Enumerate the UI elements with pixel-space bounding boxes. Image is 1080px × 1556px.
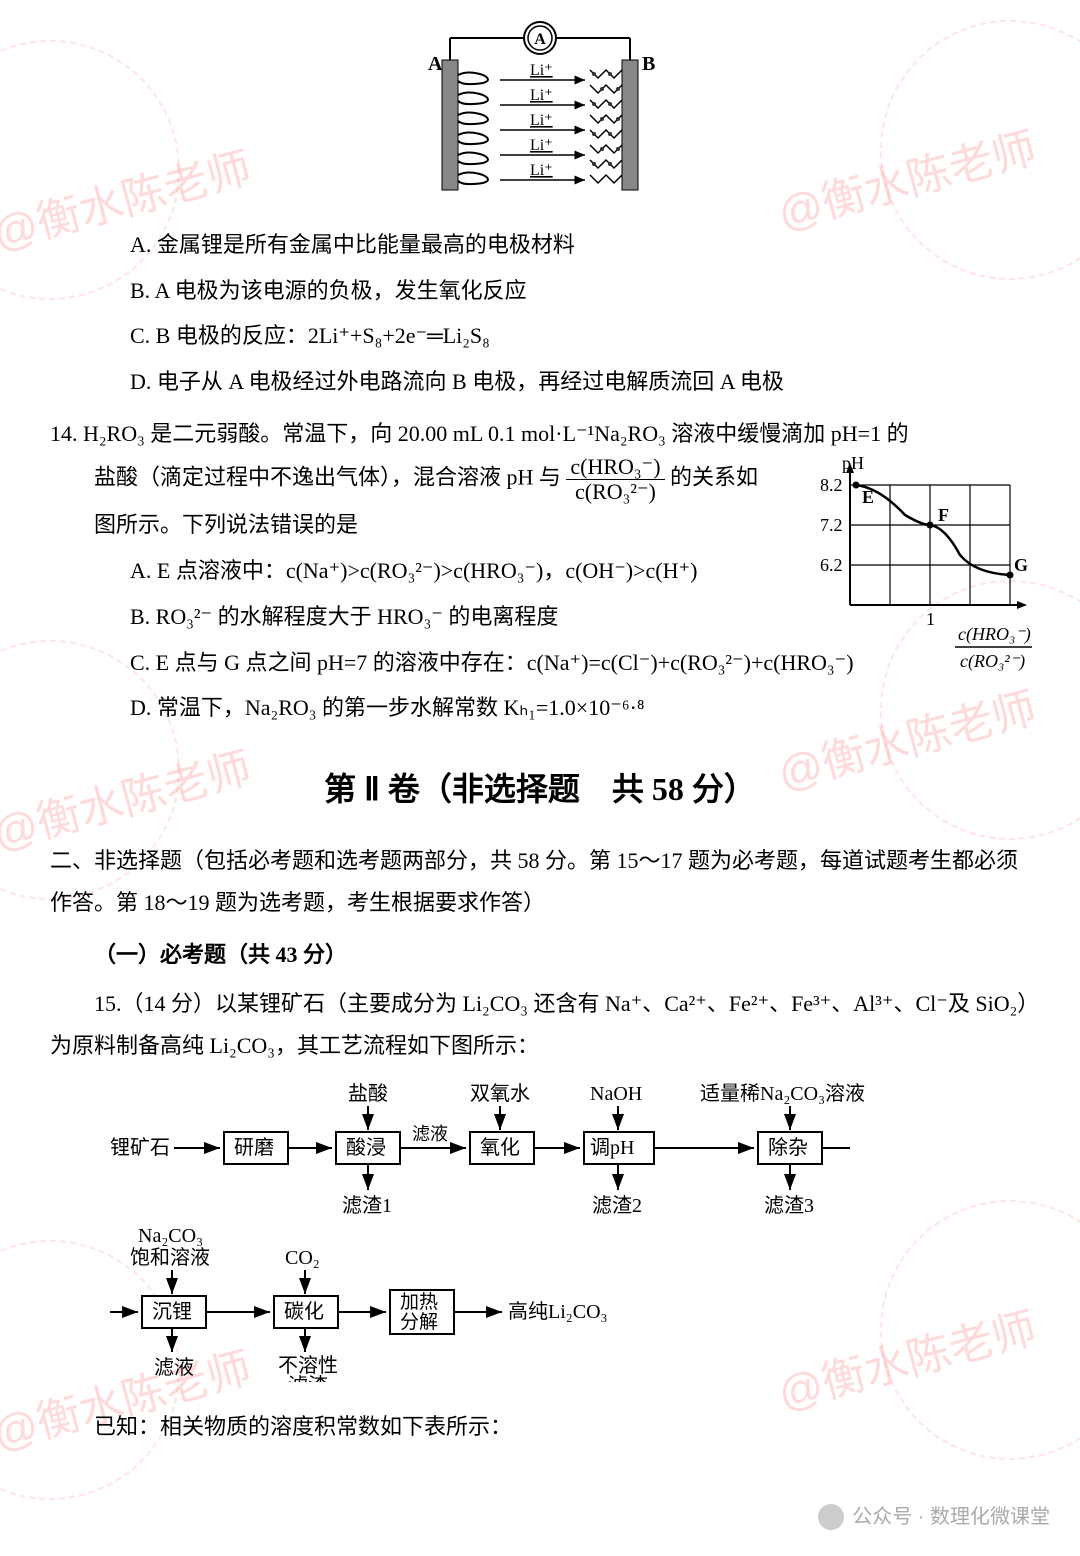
svg-text:Li⁺: Li⁺ (530, 137, 553, 154)
svg-text:F: F (938, 505, 949, 525)
ytick-1: 7.2 (820, 515, 843, 535)
q15-stem: 15.（14 分）以某锂矿石（主要成分为 Li₂CO₃ 还含有 Na⁺、Ca²⁺… (50, 983, 1030, 1067)
svg-text:G: G (1014, 555, 1028, 575)
svg-text:E: E (862, 487, 874, 507)
q13-option-c: C. B 电极的反应：2Li⁺+S₈+2e⁻═Li₂S₈ (50, 315, 1030, 357)
svg-text:除杂: 除杂 (768, 1136, 808, 1159)
q14-option-d: D. 常温下，Na₂RO₃ 的第一步水解常数 Kₕ₁=1.0×10⁻⁶·⁸ (50, 687, 1030, 729)
svg-text:NaOH: NaOH (590, 1083, 642, 1105)
svg-text:盐酸: 盐酸 (348, 1082, 388, 1105)
svg-text:Li⁺: Li⁺ (530, 112, 553, 129)
svg-text:适量稀Na₂CO₃溶液: 适量稀Na₂CO₃溶液 (700, 1082, 865, 1105)
svg-text:滤渣3: 滤渣3 (764, 1194, 814, 1217)
svg-text:分解: 分解 (400, 1311, 438, 1333)
svg-text:pH: pH (842, 455, 864, 473)
q14-stem-line2a: 盐酸（滴定过程中不逸出气体），混合溶液 pH 与 (94, 465, 561, 490)
svg-text:不溶性: 不溶性 (278, 1354, 338, 1377)
section2-intro: 二、非选择题（包括必考题和选考题两部分，共 58 分。第 15～17 题为必考题… (50, 840, 1030, 924)
svg-text:沉锂: 沉锂 (152, 1300, 192, 1323)
svg-text:滤渣1: 滤渣1 (342, 1194, 392, 1217)
q14-stem-line1: 14. H₂RO₃ 是二元弱酸。常温下，向 20.00 mL 0.1 mol·L… (50, 413, 1030, 455)
svg-text:Li⁺: Li⁺ (530, 162, 553, 179)
svg-text:滤液: 滤液 (154, 1356, 194, 1379)
section2-title: 第 Ⅱ 卷（非选择题 共 58 分） (50, 759, 1030, 820)
ytick-2: 6.2 (820, 555, 843, 575)
svg-text:c(HRO₃⁻): c(HRO₃⁻) (958, 624, 1031, 645)
svg-text:Li⁺: Li⁺ (530, 62, 553, 79)
q13-option-d: D. 电子从 A 电极经过外电路流向 B 电极，再经过电解质流回 A 电极 (50, 361, 1030, 403)
q13-option-b: B. A 电极为该电源的负极，发生氧化反应 (50, 270, 1030, 312)
svg-text:饱和溶液: 饱和溶液 (130, 1246, 210, 1269)
svg-text:Na₂CO₃: Na₂CO₃ (138, 1225, 203, 1247)
required-title: （一）必考题（共 43 分） (50, 934, 1030, 976)
svg-text:1: 1 (926, 609, 935, 629)
svg-text:CO₂: CO₂ (285, 1247, 320, 1269)
svg-text:酸浸: 酸浸 (346, 1136, 386, 1159)
wechat-icon (818, 1504, 844, 1530)
svg-text:氧化: 氧化 (480, 1136, 520, 1159)
q15-known: 已知：相关物质的溶度积常数如下表所示： (50, 1406, 1030, 1448)
svg-text:滤液: 滤液 (412, 1124, 448, 1144)
meter-label: A (534, 31, 546, 48)
svg-text:滤渣2: 滤渣2 (592, 1194, 642, 1217)
svg-text:高纯Li₂CO₃: 高纯Li₂CO₃ (508, 1300, 608, 1323)
q14-chart: pH 8.2 7.2 (810, 455, 1040, 694)
svg-text:研磨: 研磨 (234, 1136, 274, 1159)
svg-text:锂矿石: 锂矿石 (110, 1136, 170, 1159)
ytick-0: 8.2 (820, 475, 843, 495)
svg-text:碳化: 碳化 (284, 1300, 324, 1323)
footer: 公众号 · 数理化微课堂 (818, 1498, 1050, 1536)
q13-option-a: A. 金属锂是所有金属中比能量最高的电极材料 (50, 224, 1030, 266)
svg-text:B: B (642, 53, 655, 75)
svg-text:Li⁺: Li⁺ (530, 87, 553, 104)
svg-text:滤渣: 滤渣 (288, 1374, 328, 1382)
svg-text:A: A (428, 53, 443, 75)
svg-text:c(RO₃²⁻): c(RO₃²⁻) (960, 651, 1025, 672)
flowchart: 盐酸 双氧水 NaOH 适量稀Na₂CO₃溶液 锂矿石 研磨 酸浸 滤液 氧化 … (110, 1082, 1030, 1396)
svg-text:双氧水: 双氧水 (470, 1082, 530, 1105)
svg-text:调pH: 调pH (590, 1136, 634, 1159)
q14-fraction: c(HRO₃⁻) c(RO₃²⁻) (566, 455, 664, 504)
q14-stem-line2b: 的关系如 (670, 465, 758, 490)
svg-text:加热: 加热 (400, 1291, 438, 1313)
battery-diagram: A A B (50, 20, 1030, 214)
